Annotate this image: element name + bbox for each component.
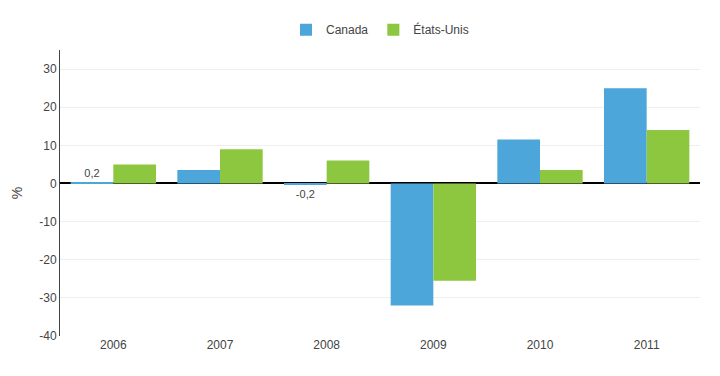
svg-text:2010: 2010 [527, 338, 554, 352]
svg-text:30: 30 [43, 62, 57, 76]
svg-text:20: 20 [43, 100, 57, 114]
svg-text:2009: 2009 [420, 338, 447, 352]
svg-text:-0,2: -0,2 [296, 188, 315, 200]
svg-text:2006: 2006 [100, 338, 127, 352]
svg-text:10: 10 [43, 139, 57, 153]
svg-text:-40: -40 [39, 329, 57, 343]
svg-text:%: % [9, 187, 25, 199]
svg-text:2008: 2008 [313, 338, 340, 352]
svg-text:0: 0 [50, 177, 57, 191]
svg-text:0,2: 0,2 [84, 167, 99, 179]
svg-text:Canada: Canada [326, 23, 368, 37]
svg-text:-30: -30 [39, 291, 57, 305]
svg-text:2011: 2011 [634, 338, 660, 352]
svg-text:-20: -20 [39, 253, 57, 267]
svg-text:États-Unis: États-Unis [413, 22, 468, 37]
svg-text:2007: 2007 [207, 338, 234, 352]
svg-text:-10: -10 [39, 215, 57, 229]
